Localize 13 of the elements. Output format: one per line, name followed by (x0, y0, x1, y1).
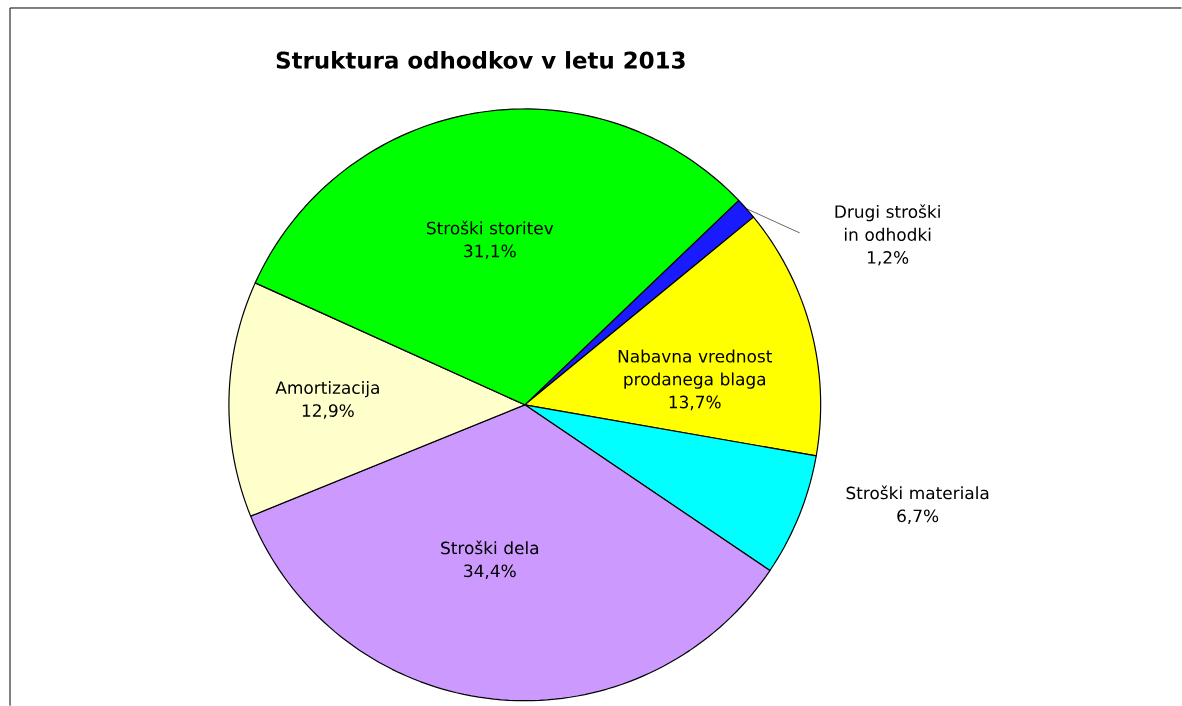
chart-title: Struktura odhodkov v letu 2013 (276, 51, 685, 69)
legend-label: Drugi stroški in odhodki (835, 204, 940, 241)
data-label: 31,1% (464, 244, 516, 260)
slice-label: Stroški materiala (846, 485, 989, 500)
data-label: 1,2% (867, 250, 909, 266)
data-label: 6,7% (897, 509, 939, 524)
slice-label: Stroški dela (441, 540, 539, 555)
slice-label: Amortizacija (275, 380, 379, 398)
data-label: 34,4% (464, 564, 516, 579)
data-label: 13,7% (669, 395, 721, 411)
slice-label: Stroški storitev (426, 220, 554, 235)
data-label: 12,9% (302, 404, 354, 419)
slice-label: Nabavna vrednost prodanega blaga (618, 349, 772, 389)
